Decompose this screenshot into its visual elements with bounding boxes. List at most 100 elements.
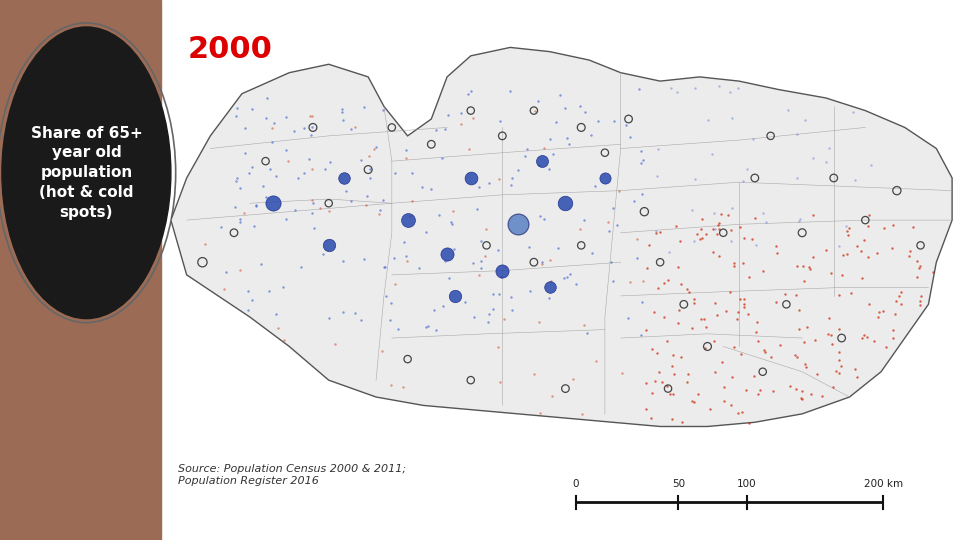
Point — [814, 392, 829, 401]
Point — [527, 106, 542, 115]
Point — [741, 418, 756, 427]
Point — [749, 328, 764, 336]
Point — [382, 316, 397, 325]
Point — [772, 341, 787, 350]
Point — [709, 230, 725, 239]
Point — [490, 246, 505, 254]
Text: 50: 50 — [672, 478, 684, 489]
Point — [804, 253, 820, 261]
Point — [378, 292, 394, 300]
Point — [588, 182, 603, 191]
Point — [414, 183, 429, 191]
Point — [724, 203, 739, 212]
Point — [377, 262, 393, 271]
Point — [266, 118, 281, 127]
Point — [611, 186, 626, 195]
Point — [396, 383, 411, 391]
Point — [622, 133, 637, 141]
Text: 2000: 2000 — [187, 35, 272, 64]
Point — [742, 273, 757, 282]
Point — [630, 235, 645, 244]
Point — [797, 338, 812, 347]
Point — [859, 332, 875, 341]
Point — [577, 108, 592, 117]
Point — [638, 405, 654, 414]
Point — [768, 298, 783, 306]
Text: 100: 100 — [737, 478, 756, 489]
Text: Source: Population Census 2000 & 2011;
Population Register 2016: Source: Population Census 2000 & 2011; P… — [178, 464, 406, 486]
Point — [258, 192, 274, 201]
Point — [271, 323, 286, 332]
Point — [687, 84, 703, 93]
Point — [768, 241, 783, 250]
Point — [825, 382, 840, 391]
Point — [831, 369, 847, 377]
Point — [526, 370, 541, 379]
Point — [232, 218, 248, 226]
Text: 200 km: 200 km — [864, 478, 902, 489]
Point — [573, 225, 588, 233]
Point — [807, 336, 823, 345]
Point — [504, 173, 519, 182]
Point — [789, 291, 804, 300]
Point — [913, 301, 928, 309]
Point — [218, 268, 233, 276]
Point — [228, 177, 244, 185]
Point — [674, 418, 689, 427]
Point — [463, 106, 478, 115]
Point — [420, 321, 436, 330]
Point — [763, 132, 779, 140]
Point — [789, 174, 804, 183]
Point — [668, 221, 684, 230]
Point — [396, 238, 412, 246]
Point — [636, 277, 651, 286]
Point — [376, 263, 392, 272]
Point — [305, 123, 321, 132]
Point — [560, 273, 575, 281]
Point — [795, 261, 810, 270]
Point — [228, 203, 243, 212]
Point — [876, 307, 891, 315]
Point — [758, 218, 774, 226]
Point — [388, 169, 403, 178]
Point — [622, 278, 637, 286]
Point — [684, 396, 700, 405]
Point — [471, 270, 487, 279]
Point — [548, 118, 564, 126]
Point — [750, 336, 765, 345]
Point — [316, 250, 331, 259]
Point — [664, 415, 680, 423]
Point — [682, 287, 697, 296]
Point — [884, 244, 900, 252]
Point — [457, 298, 472, 307]
Point — [398, 252, 414, 260]
Point — [562, 269, 577, 278]
Point — [492, 289, 507, 298]
Point — [404, 197, 420, 205]
Point — [732, 222, 748, 231]
Point — [541, 294, 557, 302]
Point — [497, 263, 513, 272]
Point — [481, 309, 496, 318]
Point — [437, 256, 452, 265]
Point — [819, 246, 834, 254]
Point — [454, 120, 469, 129]
Point — [672, 306, 687, 314]
Point — [492, 174, 507, 183]
Point — [910, 257, 925, 266]
Point — [735, 177, 751, 185]
Point — [602, 227, 617, 235]
Point — [686, 299, 702, 307]
Point — [888, 309, 903, 318]
Point — [335, 115, 350, 124]
Point — [885, 326, 900, 335]
Point — [782, 382, 798, 390]
Point — [825, 340, 840, 348]
Point — [269, 171, 284, 180]
Point — [419, 323, 434, 332]
Point — [322, 314, 337, 322]
Point — [334, 104, 349, 113]
Point — [266, 199, 281, 207]
Point — [657, 279, 672, 287]
Point — [304, 164, 320, 173]
